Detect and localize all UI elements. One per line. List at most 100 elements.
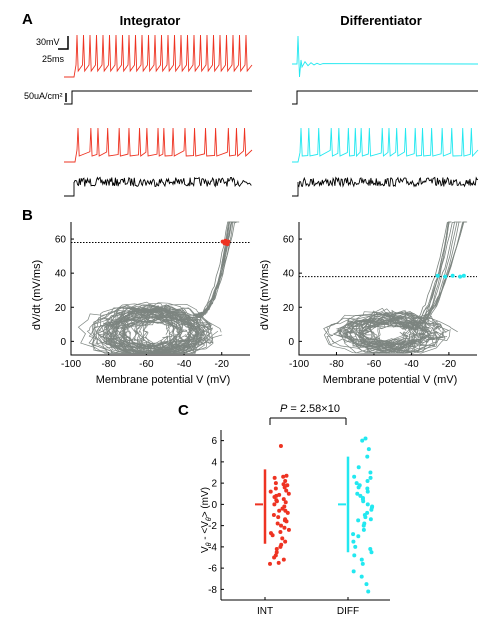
x-tick-label: -100 bbox=[289, 359, 309, 370]
integrator-step-trace bbox=[64, 34, 253, 78]
c-y-tick-label: 2 bbox=[211, 479, 217, 490]
diff-data-point bbox=[368, 470, 373, 475]
p-value-number: = 2.58×10 bbox=[287, 403, 340, 415]
panel-c-label: C bbox=[178, 402, 189, 419]
integrator-noise-stim bbox=[64, 176, 252, 197]
int-data-point bbox=[278, 443, 283, 448]
escape-trajectory bbox=[408, 221, 457, 330]
int-data-point bbox=[268, 489, 273, 494]
int-data-point bbox=[281, 557, 286, 562]
panel-c-plot: -8 -6 -4 -2 0 2 4 6 bbox=[208, 430, 390, 601]
int-data-point bbox=[273, 486, 278, 491]
escape-trajectory bbox=[196, 221, 237, 317]
trajectory bbox=[375, 313, 432, 354]
escape-trajectory bbox=[411, 221, 460, 331]
int-data-point bbox=[286, 491, 291, 496]
diff-data-point bbox=[360, 438, 365, 443]
diff-data-point bbox=[360, 496, 365, 500]
x-tick-label: -40 bbox=[177, 359, 192, 370]
ylabel-theta: θ bbox=[206, 542, 213, 546]
ylabel-v: V bbox=[200, 546, 211, 553]
threshold-point bbox=[226, 239, 231, 244]
x-tick-label: -80 bbox=[329, 359, 344, 370]
diff-data-point bbox=[363, 515, 368, 520]
diff-data-point bbox=[369, 550, 374, 555]
phase-left-ylabel: dV/dt (mV/ms) bbox=[31, 260, 43, 330]
escape-trajectory bbox=[198, 221, 233, 317]
ylabel-theta-2: θ bbox=[206, 517, 213, 521]
diff-data-point bbox=[356, 518, 361, 523]
x-tick-label: -60 bbox=[367, 359, 382, 370]
escape-trajectory bbox=[193, 221, 235, 316]
int-data-point bbox=[285, 483, 290, 488]
int-data-point bbox=[281, 482, 286, 487]
int-data-point bbox=[278, 530, 283, 534]
diff-data-point bbox=[366, 589, 371, 594]
threshold-point bbox=[443, 274, 448, 279]
p-value-text: P = 2.58×10 bbox=[280, 403, 340, 415]
y-tick-label: 40 bbox=[283, 269, 295, 280]
int-data-point bbox=[274, 547, 279, 551]
int-data-point bbox=[282, 485, 287, 490]
trajectory bbox=[135, 302, 201, 354]
x-tick-label: -20 bbox=[215, 359, 230, 370]
x-tick-label: -20 bbox=[442, 359, 457, 370]
escape-trajectory bbox=[193, 221, 236, 318]
diff-data-point bbox=[355, 491, 360, 496]
p-value-italic: P bbox=[280, 403, 288, 415]
trajectory-group bbox=[323, 221, 468, 354]
c-y-tick-label: 0 bbox=[211, 500, 217, 511]
int-category-label: INT bbox=[257, 606, 273, 617]
differentiator-step-stim bbox=[292, 90, 478, 105]
scalebar-voltage-label: 30mV bbox=[36, 37, 60, 47]
c-y-tick-label: -4 bbox=[208, 542, 217, 553]
diff-data-point bbox=[365, 486, 370, 491]
trajectory bbox=[123, 303, 213, 354]
trajectory bbox=[104, 310, 205, 354]
differentiator-title: Differentiator bbox=[340, 13, 422, 28]
diff-data-point bbox=[368, 517, 373, 522]
int-data-point bbox=[284, 488, 289, 493]
int-data-point bbox=[280, 506, 285, 511]
int-data-point bbox=[272, 502, 277, 507]
phase-plot-integrator: -100 -80 -60 -40 -20 0 20 40 60 bbox=[55, 221, 250, 370]
phase-right-ylabel: dV/dt (mV/ms) bbox=[259, 260, 271, 330]
differentiator-noise-stim bbox=[292, 176, 479, 197]
c-y-tick-label: -8 bbox=[208, 585, 217, 596]
x-tick-label: -100 bbox=[61, 359, 81, 370]
phase-right-xlabel: Membrane potential V (mV) bbox=[323, 374, 458, 386]
x-tick-label: -80 bbox=[101, 359, 116, 370]
ylabel-end: > (mV) bbox=[200, 487, 211, 517]
panel-c-ylabel: Vθ - <Vθ> (mV) bbox=[200, 487, 213, 553]
y-tick-label: 20 bbox=[283, 303, 295, 314]
diff-data-point bbox=[365, 479, 370, 483]
diff-data-point bbox=[363, 436, 368, 441]
escape-trajectory bbox=[400, 221, 450, 329]
diff-data-point bbox=[366, 447, 371, 452]
differentiator-step-trace bbox=[292, 35, 479, 78]
trajectory bbox=[113, 306, 194, 354]
diff-data-point bbox=[356, 534, 361, 539]
int-data-point bbox=[283, 500, 288, 505]
int-data-point bbox=[283, 539, 288, 544]
diff-data-point bbox=[351, 532, 356, 537]
diff-data-point bbox=[370, 504, 375, 509]
int-data-point bbox=[273, 481, 278, 486]
int-data-point bbox=[281, 474, 286, 479]
threshold-point bbox=[458, 274, 463, 279]
int-data-point bbox=[268, 561, 273, 566]
int-data-point bbox=[283, 479, 288, 483]
y-tick-label: 20 bbox=[55, 303, 67, 314]
int-data-point bbox=[278, 544, 283, 549]
diff-data-point bbox=[364, 582, 369, 587]
trajectory bbox=[105, 309, 194, 353]
diff-data-point bbox=[365, 454, 370, 459]
trajectory bbox=[112, 308, 209, 354]
int-data-point bbox=[286, 527, 291, 532]
diff-data-point bbox=[351, 539, 356, 544]
int-data-point bbox=[282, 525, 287, 530]
trajectory bbox=[122, 306, 214, 354]
diff-data-point bbox=[360, 561, 365, 566]
escape-trajectory bbox=[196, 221, 234, 318]
